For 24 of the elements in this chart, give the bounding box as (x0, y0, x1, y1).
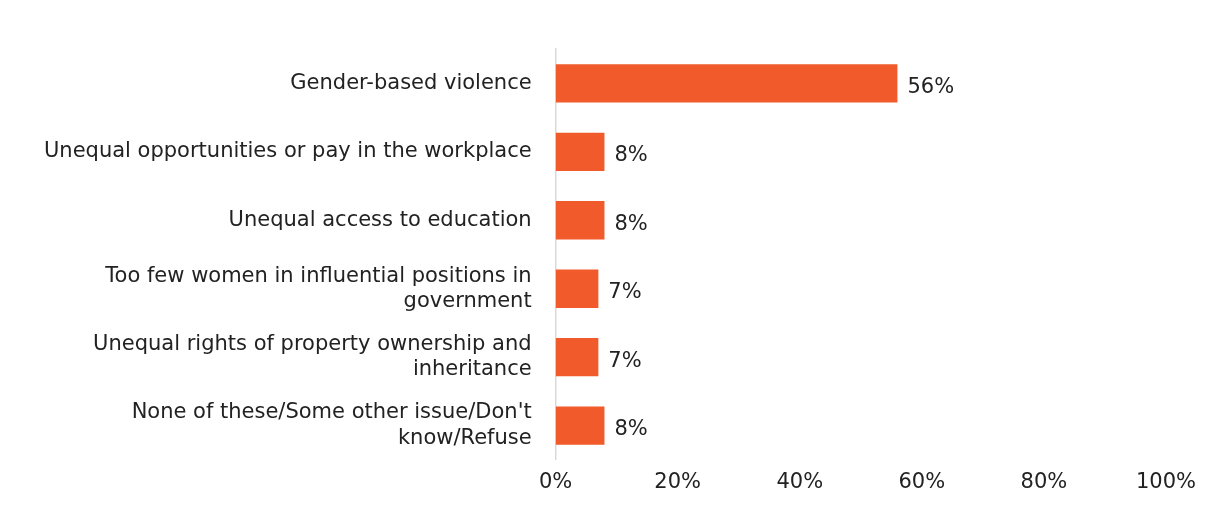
bar (555, 406, 605, 445)
bar (555, 269, 599, 308)
x-tick-label: 20% (654, 468, 702, 493)
x-tick-label: 80% (1020, 468, 1068, 493)
bar (555, 201, 605, 240)
y-tick-label: Unequal opportunities or pay in the workplace (43, 138, 532, 163)
data-label: 7% (608, 347, 642, 372)
y-tick-label: Unequal rights of property ownership and inheritance (93, 331, 532, 381)
data-label: 56% (907, 73, 955, 98)
bar (555, 337, 599, 377)
data-label: 7% (608, 279, 642, 304)
bar (555, 64, 898, 103)
x-tick-label: 0% (538, 468, 573, 493)
x-tick-label: 40% (776, 468, 824, 493)
x-tick-label: 100% (1135, 468, 1197, 493)
data-label: 8% (614, 142, 648, 167)
data-label: 8% (614, 416, 648, 441)
y-tick-label: Too few women in influential positions in government (104, 262, 532, 312)
y-tick-label: None of these/Some other issue/Don't know/Refuse (131, 399, 532, 449)
bar (555, 132, 605, 172)
data-label: 8% (614, 210, 648, 235)
y-tick-label: Gender-based violence (290, 69, 532, 94)
y-tick-label: Unequal access to education (228, 206, 532, 231)
x-tick-label: 60% (898, 468, 946, 493)
